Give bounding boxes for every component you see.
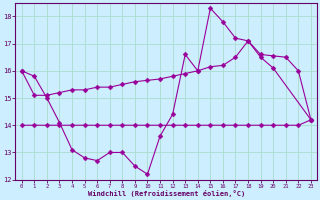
X-axis label: Windchill (Refroidissement éolien,°C): Windchill (Refroidissement éolien,°C) (88, 190, 245, 197)
